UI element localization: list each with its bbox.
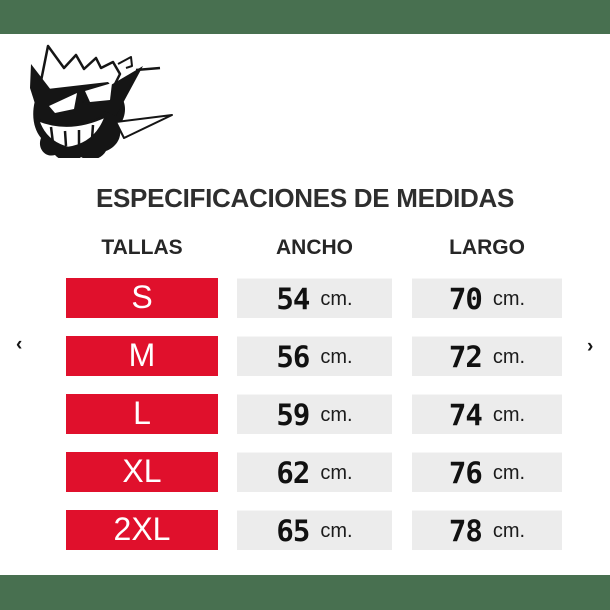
size-badge: M xyxy=(66,336,218,376)
width-cell: 56 cm. xyxy=(237,336,392,376)
length-cell: 72 cm. xyxy=(412,336,562,376)
size-badge: S xyxy=(66,278,218,318)
unit-label: cm. xyxy=(492,288,526,310)
length-cell: 70 cm. xyxy=(412,278,562,318)
unit-label: cm. xyxy=(320,346,353,368)
page-title: ESPECIFICACIONES DE MEDIDAS xyxy=(95,183,515,213)
width-cell: 62 cm. xyxy=(237,452,392,492)
gengar-logo-icon xyxy=(30,44,173,158)
length-value: 74 xyxy=(448,397,483,432)
length-value: 72 xyxy=(448,339,483,374)
size-badge: XL xyxy=(66,452,218,492)
unit-label: cm. xyxy=(320,404,353,426)
width-value: 62 xyxy=(276,455,310,490)
unit-label: cm. xyxy=(320,462,353,484)
length-cell: 78 cm. xyxy=(412,510,562,550)
table-row: M 56 cm. 72 cm. xyxy=(0,336,610,376)
size-badge: L xyxy=(66,394,218,434)
carousel-prev-button[interactable]: ‹ xyxy=(16,334,23,355)
unit-label: cm. xyxy=(320,520,353,542)
top-banner xyxy=(0,0,610,34)
width-cell: 54 cm. xyxy=(237,278,392,318)
length-value: 76 xyxy=(448,455,483,490)
table-row: S 54 cm. 70 cm. xyxy=(0,278,610,318)
table-row: 2XL 65 cm. 78 cm. xyxy=(0,510,610,550)
unit-label: cm. xyxy=(492,346,526,368)
column-header-largo: LARGO xyxy=(449,236,525,259)
unit-label: cm. xyxy=(492,462,526,484)
size-badge: 2XL xyxy=(66,510,218,550)
length-value: 70 xyxy=(448,281,483,316)
width-value: 56 xyxy=(276,339,310,374)
column-header-ancho: ANCHO xyxy=(276,236,353,259)
width-value: 65 xyxy=(276,513,310,548)
length-cell: 74 cm. xyxy=(412,394,562,434)
bottom-banner xyxy=(0,575,610,610)
length-value: 78 xyxy=(448,513,483,548)
table-row: L 59 cm. 74 cm. xyxy=(0,394,610,434)
length-cell: 76 cm. xyxy=(412,452,562,492)
unit-label: cm. xyxy=(492,404,526,426)
unit-label: cm. xyxy=(320,288,353,310)
width-value: 54 xyxy=(276,281,310,316)
column-header-tallas: TALLAS xyxy=(101,236,183,259)
unit-label: cm. xyxy=(492,520,526,542)
table-row: XL 62 cm. 76 cm. xyxy=(0,452,610,492)
width-value: 59 xyxy=(276,397,310,432)
carousel-next-button[interactable]: › xyxy=(587,336,594,357)
width-cell: 59 cm. xyxy=(237,394,392,434)
width-cell: 65 cm. xyxy=(237,510,392,550)
